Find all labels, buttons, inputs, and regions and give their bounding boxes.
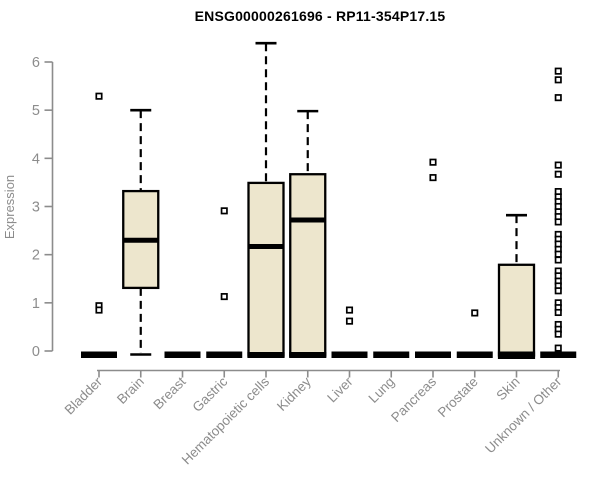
outlier-point — [345, 317, 354, 325]
boxplot-breast — [164, 351, 201, 358]
x-tick-label: Pancreas — [388, 374, 439, 425]
outlier-point — [429, 158, 437, 166]
x-tick-label: Skin — [493, 374, 522, 403]
y-tick-label: 1 — [32, 296, 40, 312]
outlier-point — [554, 308, 562, 317]
boxplot-bladder — [81, 92, 117, 358]
x-tick-label: Prostate — [435, 374, 481, 420]
boxplot-skin — [497, 213, 536, 359]
chart-title: ENSG00000261696 - RP11-354P17.15 — [194, 8, 446, 24]
boxplot-kidney — [289, 109, 327, 358]
outlier-point — [554, 170, 562, 178]
boxplot-unknown-other — [540, 67, 577, 358]
boxplot-pancreas — [415, 158, 451, 358]
outlier-point — [554, 161, 562, 169]
outlier-point — [554, 76, 562, 84]
outlier-point — [554, 344, 562, 352]
x-tick-label: Breast — [150, 374, 188, 412]
outlier-point — [554, 287, 562, 295]
x-tick-label: Lung — [366, 374, 398, 406]
outlier-point — [554, 256, 562, 264]
boxplot-prostate — [456, 309, 493, 358]
x-tick-label: Kidney — [274, 374, 314, 414]
y-tick-label: 2 — [32, 248, 40, 264]
boxplot-gastric — [206, 207, 243, 358]
y-tick-label: 6 — [32, 55, 40, 71]
x-tick-label: Brain — [114, 374, 147, 407]
y-tick-label: 0 — [32, 344, 40, 360]
outlier-point — [220, 207, 228, 215]
boxplot-brain — [122, 108, 160, 356]
y-tick-label: 4 — [32, 151, 40, 167]
y-tick-label: 5 — [32, 103, 40, 119]
boxplot-hematopoietic-cells — [247, 41, 285, 358]
x-tick-label: Bladder — [62, 374, 106, 418]
outlier-point — [554, 67, 562, 75]
boxplot-liver — [331, 306, 368, 358]
outlier-point — [554, 250, 562, 258]
outlier-point — [429, 174, 437, 182]
y-tick-label: 3 — [32, 199, 40, 215]
outlier-point — [345, 306, 354, 314]
outlier-point — [95, 306, 103, 314]
x-tick-label: Unknown / Other — [482, 374, 565, 457]
outlier-point — [220, 293, 228, 301]
outlier-point — [471, 309, 479, 317]
boxplot-lung — [373, 351, 410, 358]
outlier-point — [554, 330, 562, 338]
x-tick-label: Liver — [324, 374, 356, 406]
outlier-point — [554, 218, 562, 226]
outlier-point — [95, 92, 103, 100]
x-tick-label: Gastric — [190, 374, 231, 415]
outlier-point — [554, 94, 562, 102]
